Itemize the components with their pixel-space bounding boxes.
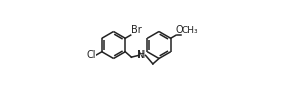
- Text: O: O: [176, 25, 184, 35]
- Text: Cl: Cl: [87, 50, 96, 60]
- Text: Br: Br: [131, 25, 142, 35]
- Text: H: H: [138, 50, 146, 60]
- Text: CH₃: CH₃: [182, 26, 198, 35]
- Text: N: N: [137, 50, 144, 60]
